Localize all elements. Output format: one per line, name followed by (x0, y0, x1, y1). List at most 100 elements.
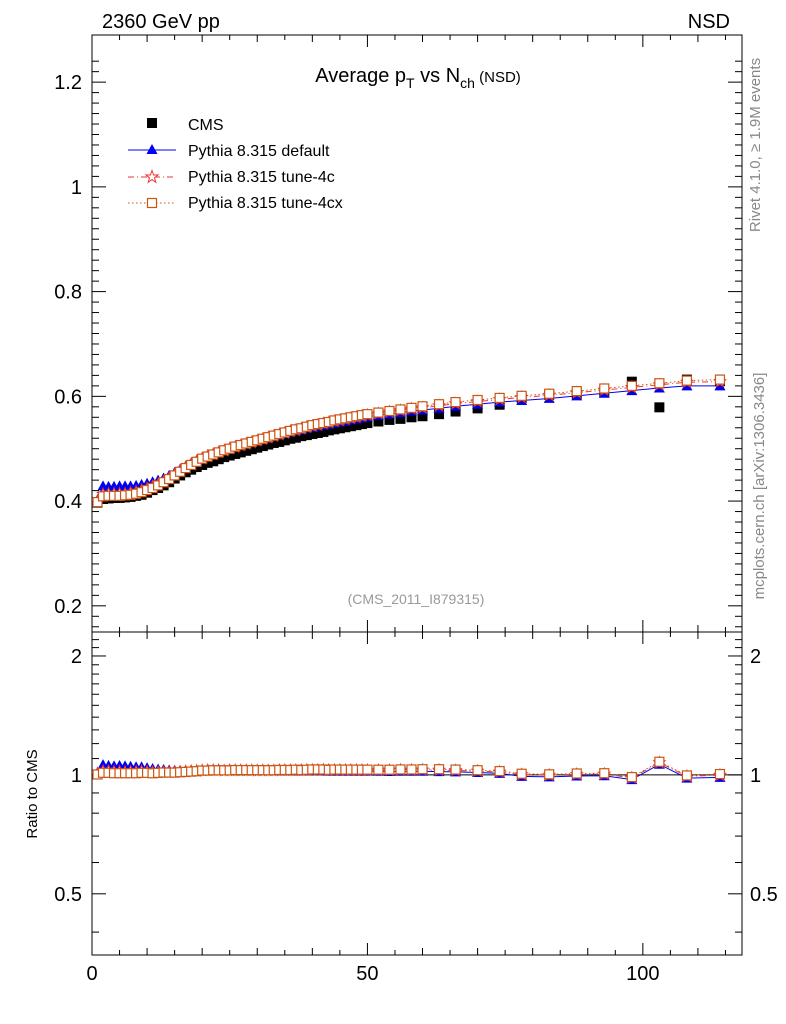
x-tick-label: 100 (626, 963, 659, 985)
cms-point (230, 448, 241, 459)
legend-default-marker (146, 144, 158, 154)
title-tail: (NSD) (475, 69, 521, 86)
tune4cx-point (714, 374, 726, 385)
cms-point (274, 436, 285, 447)
default-point (714, 380, 726, 391)
cms-point (285, 433, 296, 444)
cms-point (312, 428, 323, 438)
cms-point (307, 429, 318, 440)
cms-point (279, 435, 290, 446)
cms-point (395, 413, 406, 424)
tune4cx-point (516, 390, 527, 401)
tune4cx-point (544, 388, 555, 399)
y-tick-label: 0.4 (54, 491, 82, 513)
x-tick-label: 50 (356, 963, 378, 985)
energy-label: 2360 GeV pp (102, 11, 220, 33)
y-tick-label: 0.8 (54, 282, 82, 304)
legend-tune4cx-label: Pythia 8.315 tune-4cx (188, 195, 343, 212)
title-sub-ch: ch (460, 75, 475, 91)
cms-point (373, 416, 384, 427)
tune4cx-ratio-point (544, 769, 555, 780)
tune4cx-point (599, 383, 610, 394)
cms-point (654, 402, 665, 413)
rivet-label: Rivet 4.1.0, ≥ 1.9M events (747, 58, 764, 232)
x-tick-label: 0 (86, 963, 97, 985)
cms-point (235, 447, 246, 458)
cms-point (406, 412, 417, 423)
legend-cms-marker (147, 118, 157, 128)
main-series (92, 374, 727, 508)
plot-title: Average pT vs Nch (NSD) (315, 65, 521, 91)
tune4cx-point (406, 402, 417, 413)
cms-point (246, 444, 257, 455)
y-tick-label: 1 (71, 177, 82, 199)
tune4cx-point (472, 394, 483, 406)
mcplots-label: mcplots.cern.ch [arXiv:1306.3436] (751, 373, 768, 600)
cms-point (213, 454, 224, 465)
y-tick-label: 1.2 (54, 72, 82, 94)
ratio-y-tick-label: 1 (71, 765, 82, 787)
ratio-y-tick-label: 2 (750, 646, 761, 668)
process-label: NSD (688, 11, 730, 33)
tune4cx-ratio-point (373, 764, 384, 775)
tune4cx-point (571, 386, 582, 397)
ratio-plot-frame (91, 631, 743, 956)
cms-point (323, 425, 334, 436)
cms-point (290, 432, 301, 443)
tune4cx-point (417, 401, 428, 412)
y-tick-label: 0.2 (54, 596, 82, 618)
tune4cx-point (681, 375, 693, 386)
cms-point (252, 442, 263, 453)
ratio-y-tick-label: 0.5 (54, 884, 82, 906)
tune4cx-point (494, 392, 505, 404)
tune4cx-point (373, 407, 384, 418)
cms-point (318, 426, 329, 437)
cms-point (208, 456, 219, 467)
cms-point (384, 414, 395, 425)
ratio-y-tick-label: 1 (750, 765, 761, 787)
cms-point (417, 411, 428, 422)
analysis-label: (CMS_2011_I879315) (348, 591, 485, 607)
cms-point (356, 419, 367, 430)
cms-point (296, 431, 307, 442)
cms-point (202, 457, 213, 468)
tune4cx-ratio-point (494, 766, 505, 777)
cms-point (219, 452, 230, 463)
legend-tune4c-marker (144, 169, 160, 184)
tune4cx-line (97, 379, 720, 503)
legend-cms-label: CMS (188, 117, 224, 134)
ratio-y-tick-label: 0.5 (750, 884, 778, 906)
tune4cx-ratio-point (654, 756, 665, 767)
legend-default-label: Pythia 8.315 default (188, 143, 330, 160)
tune4c-line (97, 381, 720, 502)
cms-point (434, 409, 445, 420)
tune4cx-point (92, 497, 103, 508)
tune4cx-point (384, 405, 395, 417)
cms-point (197, 459, 208, 470)
tune4cx-point (362, 409, 373, 420)
tune4cx-point (433, 399, 445, 410)
cms-point (351, 420, 362, 431)
tune4cx-point (395, 404, 406, 415)
cms-point (191, 462, 202, 473)
tune4cx-ratio-point (472, 765, 483, 776)
axes: 0 50 100 0.2 0.4 0.6 0.8 1 1.2 0.5 0.5 1 1 2 2 (54, 35, 778, 985)
tune4cx-ratio-point (714, 768, 726, 780)
cms-point (241, 445, 252, 456)
tune4cx-ratio-point (433, 764, 445, 775)
cms-point (450, 406, 461, 417)
tune4cx-ratio-point (450, 764, 461, 775)
tune4cx-ratio-point (362, 764, 373, 775)
tune4cx-ratio-point (599, 768, 610, 779)
cms-point (334, 423, 345, 434)
tune4cx-ratio-point (571, 768, 582, 779)
tune4cx-ratio-point (626, 771, 637, 783)
ratio-series (92, 755, 727, 785)
cms-point (362, 418, 373, 429)
title-main: Average p (315, 65, 406, 87)
legend: CMS Pythia 8.315 default Pythia 8.315 tu… (128, 117, 343, 212)
title-mid: vs N (415, 65, 461, 87)
tune4cx-ratio-point (384, 764, 395, 775)
tune4cx-ratio-point (681, 770, 693, 781)
